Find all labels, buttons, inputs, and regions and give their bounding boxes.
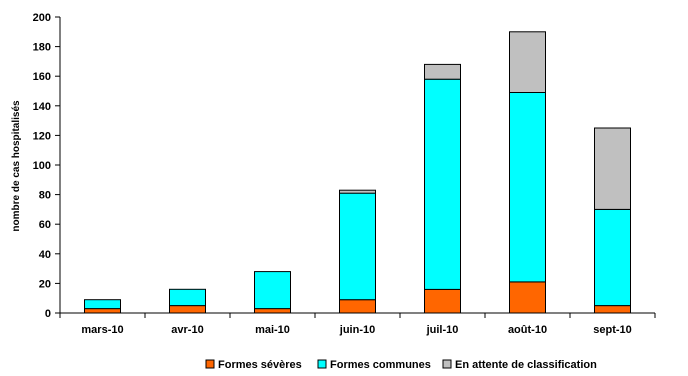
y-tick-label: 160 — [33, 71, 51, 83]
x-tick-label: sept-10 — [593, 324, 632, 336]
legend-label-1: Formes communes — [330, 359, 431, 371]
y-tick-label: 60 — [39, 219, 51, 231]
bar-mars-10-series-0 — [84, 308, 121, 314]
bar-juin-10-series-2 — [339, 189, 376, 194]
bar-juil-10-series-0 — [424, 288, 461, 314]
bar-juil-10-series-2 — [424, 63, 461, 80]
y-tick-label: 100 — [33, 160, 51, 172]
bar-avr-10-series-1 — [169, 288, 206, 307]
x-tick-label: avr-10 — [171, 324, 203, 336]
y-tick-label: 140 — [33, 101, 51, 113]
y-tick-label: 200 — [33, 12, 51, 24]
y-axis-title: nombre de cas hospitalisés — [11, 100, 22, 232]
bar-août-10-series-0 — [509, 281, 546, 314]
x-axis: mars-10 avr-10 mai-10 juin-10 juil-10 août-10… — [59, 312, 656, 336]
y-tick-label: 0 — [45, 308, 51, 320]
x-tick-label: juil-10 — [426, 324, 459, 336]
bar-août-10-series-1 — [509, 92, 546, 283]
plot-area — [84, 31, 631, 314]
x-tick-label: août-10 — [508, 324, 547, 336]
bar-mai-10-series-0 — [254, 308, 291, 314]
y-tick-label: 40 — [39, 249, 51, 261]
bar-juin-10-series-1 — [339, 192, 376, 301]
bar-juil-10-series-1 — [424, 78, 461, 290]
bar-août-10-series-2 — [509, 31, 546, 93]
x-tick-label: mars-10 — [81, 324, 123, 336]
legend-swatch-1 — [317, 359, 327, 369]
x-tick-label: juin-10 — [339, 324, 375, 336]
bar-mai-10-series-1 — [254, 271, 291, 310]
legend-swatch-0 — [205, 359, 215, 369]
y-tick-label: 80 — [39, 190, 51, 202]
bar-juin-10-series-0 — [339, 299, 376, 314]
legend-swatch-2 — [442, 359, 452, 369]
legend-label-0: Formes sévères — [218, 359, 302, 371]
bar-mars-10-series-1 — [84, 299, 121, 310]
y-tick-label: 180 — [33, 42, 51, 54]
legend: Formes sévères Formes communes En attente … — [205, 359, 597, 371]
y-tick-label: 120 — [33, 130, 51, 142]
bar-sept-10-series-2 — [594, 127, 631, 210]
legend-label-2: En attente de classification — [455, 359, 597, 371]
y-axis: 0 20 40 60 80 100 120 140 160 180 200 — [33, 12, 61, 320]
bar-avr-10-series-0 — [169, 305, 206, 314]
x-tick-label: mai-10 — [255, 324, 290, 336]
bar-sept-10-series-0 — [594, 305, 631, 314]
y-tick-label: 20 — [39, 278, 51, 290]
bar-sept-10-series-1 — [594, 208, 631, 307]
